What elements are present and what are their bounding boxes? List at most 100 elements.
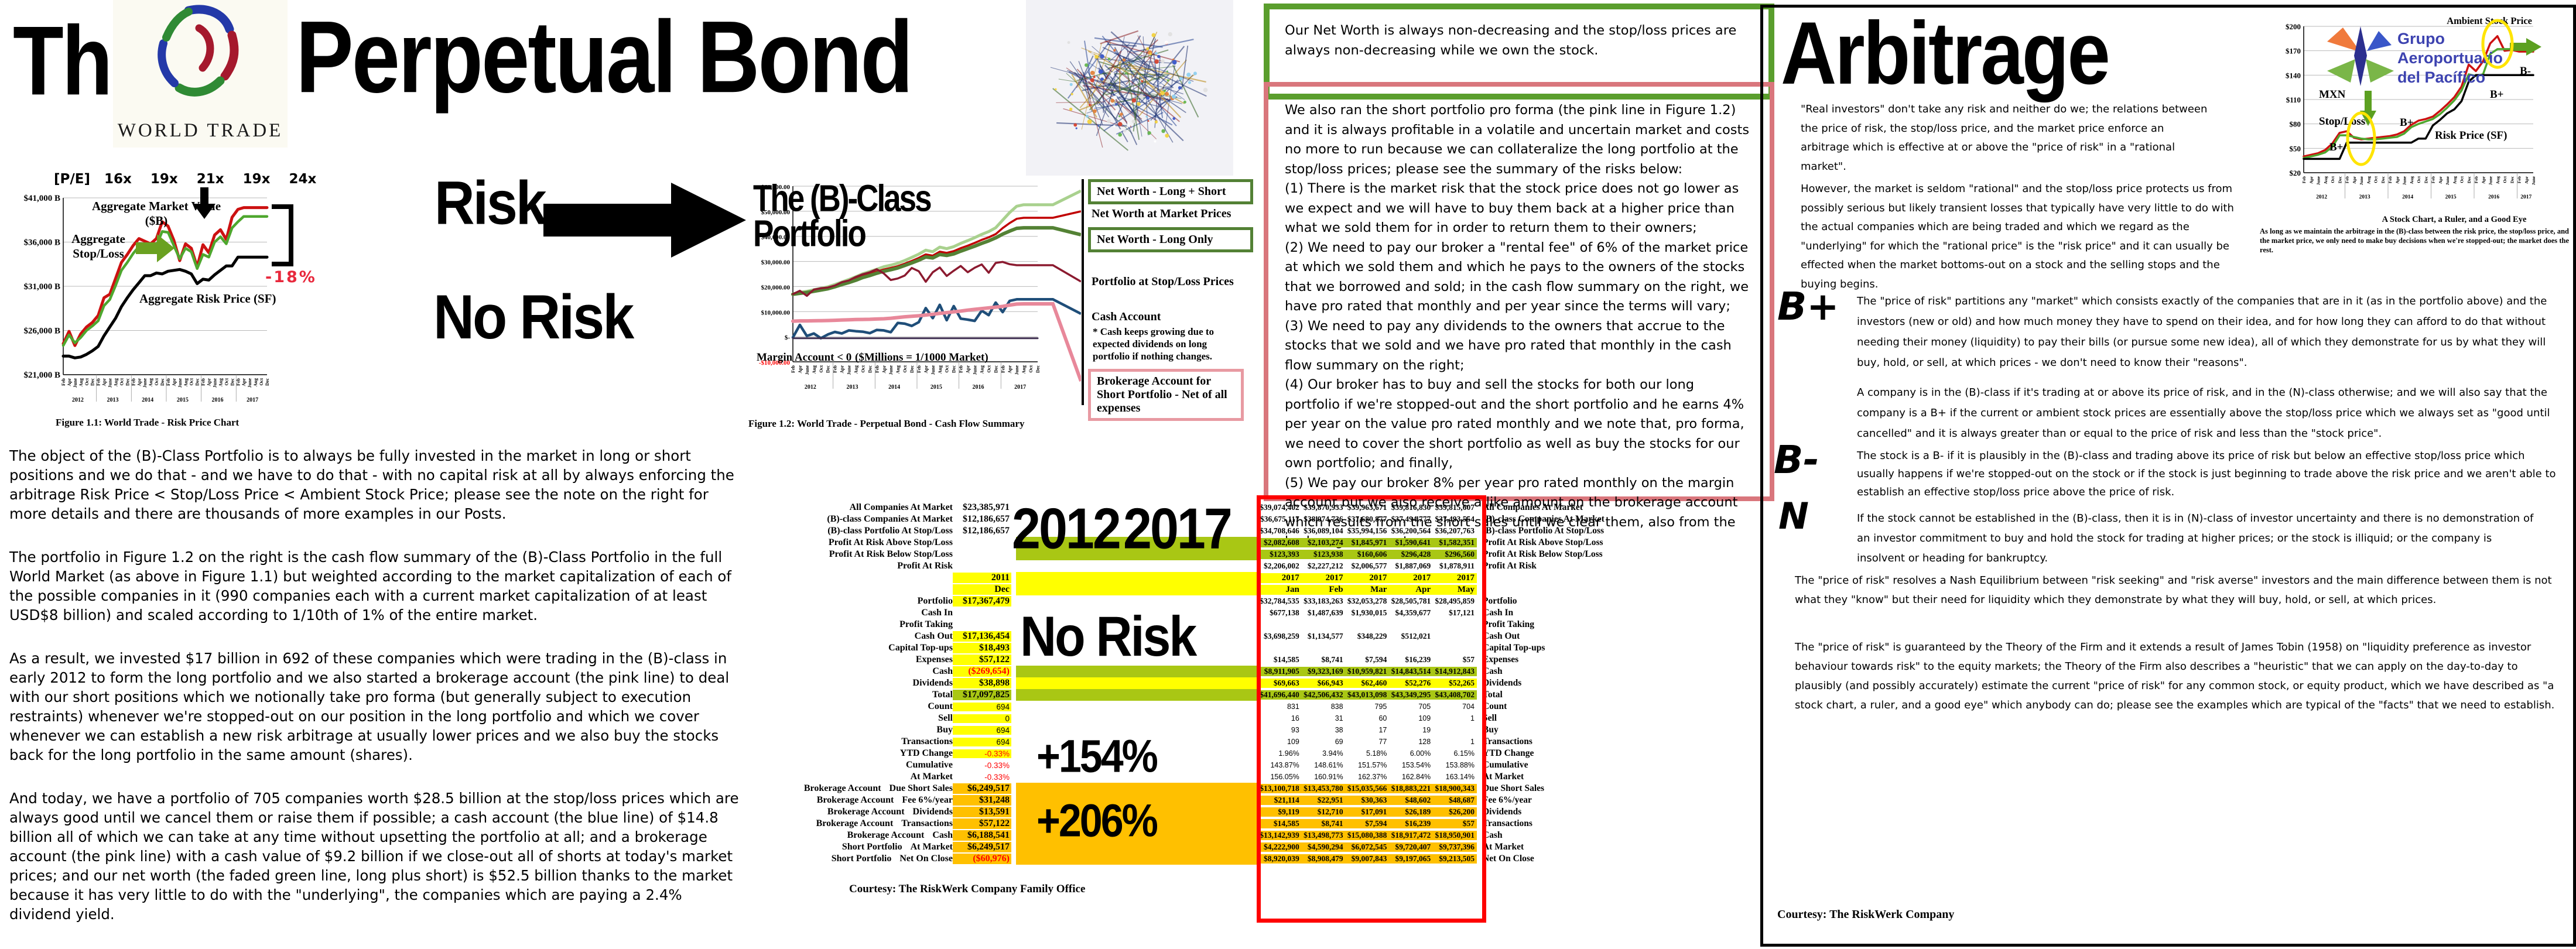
svg-text:Oct: Oct xyxy=(986,365,991,373)
fig12-margin-label: Margin Account < 0 xyxy=(757,351,852,364)
svg-text:-$10,000.00: -$10,000.00 xyxy=(759,359,791,366)
svg-text:Feb: Feb xyxy=(166,378,171,385)
svg-text:Dec: Dec xyxy=(265,378,270,386)
courtesy-riskwerk: Courtesy: The RiskWerk Company xyxy=(1777,908,1955,921)
table-row: Dec Jan Feb Mar Apr May xyxy=(776,584,1644,595)
bminus-paragraph: The stock is a B- if it is plausibly in … xyxy=(1857,450,2556,498)
svg-text:June: June xyxy=(888,365,894,375)
black-down-arrow-icon xyxy=(193,187,215,219)
svg-text:2012: 2012 xyxy=(805,384,816,390)
svg-text:Oct: Oct xyxy=(84,378,90,386)
table-row: Brokerage Account Dividends $13,591 $9,119 $… xyxy=(827,806,1522,818)
series-portfolio-at-stop-loss-prices xyxy=(792,261,1039,297)
svg-text:Aug: Aug xyxy=(148,378,153,386)
svg-text:MXN: MXN xyxy=(2319,88,2346,101)
svg-text:$140: $140 xyxy=(2286,71,2301,80)
legend-item-cash-account: Cash Account xyxy=(1092,310,1161,323)
theory-paragraph: The "price of risk" is guaranteed by the… xyxy=(1795,641,2555,711)
fig11-caption: Figure 1.1: World Trade - Risk Price Cha… xyxy=(56,417,240,428)
paragraph: And today, we have a portfolio of 705 co… xyxy=(9,790,739,923)
green-down-arrow-icon xyxy=(2360,91,2376,126)
svg-text:Apr: Apr xyxy=(840,365,845,374)
svg-text:$40,000.00: $40,000.00 xyxy=(761,234,791,241)
svg-text:Dec: Dec xyxy=(2466,176,2472,183)
bplus-paragraph-1: The "price of risk" partitions any "mark… xyxy=(1857,295,2547,369)
svg-text:June: June xyxy=(2531,176,2536,185)
cashflow-table: All Companies At Market $23,385,971 $39,07… xyxy=(776,502,1644,865)
series-risk-price-sf- xyxy=(2303,74,2534,160)
svg-text:June: June xyxy=(247,378,252,388)
svg-text:June: June xyxy=(847,365,852,375)
risk-item-3: (3) We need to pay any dividends to the … xyxy=(1285,318,1732,373)
svg-text:Aug: Aug xyxy=(78,378,84,386)
svg-text:Aug: Aug xyxy=(938,365,943,374)
svg-text:Aug: Aug xyxy=(183,378,189,386)
svg-text:Aug: Aug xyxy=(979,365,984,374)
svg-text:del Pacífico: del Pacífico xyxy=(2397,68,2485,86)
table-row: Total $17,097,825 $41,696,440 $42,506,432 $4… xyxy=(932,689,1503,701)
table-row: Count 694 831 838 795 705 704 Count xyxy=(928,701,1507,711)
svg-text:2013: 2013 xyxy=(847,384,858,390)
svg-text:Apr: Apr xyxy=(67,378,72,386)
svg-text:Dec: Dec xyxy=(2423,176,2428,183)
table-row: Short Portfolio At Market $6,249,517 $4,222… xyxy=(841,841,1524,853)
svg-text:June: June xyxy=(2445,176,2450,185)
svg-text:Apr: Apr xyxy=(1007,365,1012,374)
svg-text:Oct: Oct xyxy=(119,378,124,386)
series-aggregate-risk-price-sf- xyxy=(61,255,269,359)
table-row: Brokerage Account Cash $6,188,541 $13,142,9… xyxy=(847,830,1503,841)
table-row: Dividends $38,898 $69,663 $66,943 $62,460 $52… xyxy=(912,677,1522,689)
svg-text:B+: B+ xyxy=(2400,117,2414,129)
svg-text:$31,000 B: $31,000 B xyxy=(23,282,60,292)
svg-text:$30,000.00: $30,000.00 xyxy=(761,259,791,266)
svg-text:June: June xyxy=(2488,176,2493,185)
svg-text:Stop/Loss: Stop/Loss xyxy=(2319,115,2365,128)
legend-cash-note: * Cash keeps growing due to expected div… xyxy=(1093,326,1215,362)
table-row: (B)-class Companies At Market $12,186,657… xyxy=(827,514,1605,524)
svg-text:Feb: Feb xyxy=(2431,176,2436,183)
svg-text:Aug: Aug xyxy=(2366,176,2371,184)
svg-text:Oct: Oct xyxy=(154,378,159,386)
svg-text:2014: 2014 xyxy=(888,384,900,390)
network-graph-image xyxy=(1026,0,1233,176)
svg-text:$60,000.00: $60,000.00 xyxy=(761,184,791,191)
svg-text:Apr: Apr xyxy=(241,378,247,386)
svg-text:B-: B- xyxy=(2520,65,2531,77)
legend-item-portfolio-stoploss: Portfolio at Stop/Loss Prices xyxy=(1092,275,1234,288)
svg-text:Oct: Oct xyxy=(860,365,865,373)
svg-text:2017: 2017 xyxy=(1014,384,1026,390)
gap-chart-caption-title: A Stock Chart, a Ruler, and a Good Eye xyxy=(2382,215,2527,224)
net-worth-note-text: Our Net Worth is always non-decreasing a… xyxy=(1285,23,1737,58)
big-black-arrow-icon xyxy=(543,183,746,258)
left-paragraphs: The object of the (B)-Class Portfolio is… xyxy=(9,446,745,948)
svg-text:$41,000 B: $41,000 B xyxy=(23,194,60,203)
svg-text:Apr: Apr xyxy=(2524,176,2529,184)
svg-text:Feb: Feb xyxy=(96,378,101,385)
table-row: Cumulative -0.33% 143.87% 148.61% 151.57% 153… xyxy=(906,760,1528,770)
table-row: Brokerage Account Fee 6%/year $31,248 $21,1… xyxy=(816,794,1532,806)
series-aggregate-market-value-b- xyxy=(61,206,269,347)
bplus-paragraph-2: A company is in the (B)-class if it's tr… xyxy=(1857,386,2550,440)
svg-text:Dec: Dec xyxy=(125,378,130,386)
svg-text:$20,000.00: $20,000.00 xyxy=(761,284,791,291)
svg-text:Apr: Apr xyxy=(966,365,971,374)
svg-text:2014: 2014 xyxy=(2402,194,2413,200)
svg-text:Oct: Oct xyxy=(2330,176,2335,183)
svg-text:2013: 2013 xyxy=(107,397,119,403)
table-row: All Companies At Market $23,385,971 $39,07… xyxy=(849,502,1583,512)
table-row: Cash Out $17,136,454 $3,698,259 $1,134,577 $… xyxy=(914,631,1520,642)
svg-text:Oct: Oct xyxy=(2459,176,2465,183)
svg-text:Apr: Apr xyxy=(2394,176,2400,184)
svg-text:Grupo: Grupo xyxy=(2397,30,2445,47)
svg-text:Feb: Feb xyxy=(916,365,922,372)
svg-text:Dec: Dec xyxy=(909,365,915,373)
risk-item-1: (1) There is the market risk that the st… xyxy=(1285,181,1739,235)
table-row: YTD Change -0.33% 1.96% 3.94% 5.18% 6.00% 6.15… xyxy=(899,748,1534,758)
svg-text:$50: $50 xyxy=(2290,144,2301,153)
svg-text:Oct: Oct xyxy=(902,365,908,373)
svg-text:2015: 2015 xyxy=(930,384,942,390)
svg-text:June: June xyxy=(142,378,148,388)
svg-text:2017: 2017 xyxy=(2520,194,2531,200)
big-gain-154: +154% xyxy=(1036,731,1158,782)
